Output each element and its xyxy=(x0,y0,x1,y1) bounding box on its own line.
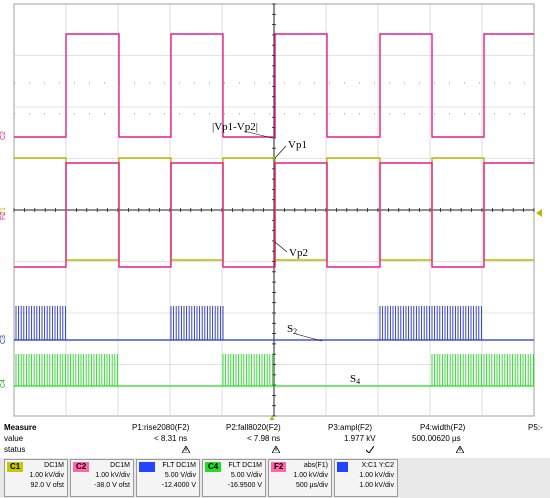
waveform-area: C2 C1 F2 C3 C4 |Vp1-Vp2| Vp1 Vp2 S2 S4 xyxy=(0,3,542,422)
p3-label[interactable]: P3:ampl(F2) xyxy=(328,423,373,432)
math-f2-scale: 1.00 kV/div xyxy=(293,472,328,479)
measure-value-label: value xyxy=(4,434,24,443)
channel-c4-tag: C4 xyxy=(205,462,222,472)
channel-c1-descriptor[interactable]: C1 DC1M 1.00 kV/div 92.0 V ofst xyxy=(4,459,68,497)
channel-c2-offset: -38.0 V ofst xyxy=(94,482,130,489)
xy-descriptor[interactable]: X X:C1 Y:C2 1.00 kV/div 1.00 kV/div xyxy=(334,459,398,497)
math-f2-timebase: 500 µs/div xyxy=(295,482,328,489)
marker-c3: C3 xyxy=(0,335,7,344)
p1-label[interactable]: P1:rise2080(F2) xyxy=(132,423,190,432)
trace-s2-burst xyxy=(379,306,482,340)
annotation-vp2: Vp2 xyxy=(289,247,308,259)
annotation-vp1: Vp1 xyxy=(288,139,307,151)
trace-s2-burst xyxy=(170,306,224,340)
p1-status-warning-icon xyxy=(182,446,190,453)
measure-status-row: status xyxy=(4,444,544,455)
annotation-leader-vp2 xyxy=(274,241,288,253)
channel-c3-tag: C3 xyxy=(139,462,156,472)
p3-status-check-icon xyxy=(366,446,374,453)
annotation-leader-vp1 xyxy=(274,145,287,159)
annotation-vp1-minus-vp2: |Vp1-Vp2| xyxy=(212,121,258,133)
channel-c1-coupling: DC1M xyxy=(44,462,64,469)
math-f2-function: abs(F1) xyxy=(303,462,328,469)
math-f2-descriptor[interactable]: F2 abs(F1) 1.00 kV/div 500 µs/div xyxy=(268,459,332,497)
annotation-s4: S4 xyxy=(350,373,360,386)
marker-c1: C1 xyxy=(0,207,7,216)
trigger-time-marker xyxy=(268,416,276,422)
xy-sources: X:C1 Y:C2 xyxy=(361,462,394,469)
p4-status-warning-icon xyxy=(456,446,464,453)
channel-c3-offset: -12.4000 V xyxy=(161,482,196,489)
channel-c3-scale: 5.00 V/div xyxy=(164,472,196,479)
xy-x-scale: 1.00 kV/div xyxy=(359,472,394,479)
p1-value: < 8.31 ns xyxy=(154,434,188,443)
channel-c4-offset: -16.9500 V xyxy=(227,482,262,489)
trace-vp2 xyxy=(14,162,534,268)
channel-c1-scale: 1.00 kV/div xyxy=(29,472,64,479)
measure-header-row: Measure P1:rise2080(F2) P2:fall8020(F2) … xyxy=(4,422,544,433)
annotation-s2: S2 xyxy=(287,323,297,336)
annotation-leader-diff xyxy=(243,130,273,139)
trace-s4-burst xyxy=(431,354,534,386)
measure-panel: Measure P1:rise2080(F2) P2:fall8020(F2) … xyxy=(0,422,550,458)
grid xyxy=(13,3,535,417)
p5-label[interactable]: P5:- xyxy=(528,423,543,432)
channel-c4-coupling: FLT DC1M xyxy=(228,462,262,469)
channel-c2-descriptor[interactable]: C2 DC1M 1.00 kV/div -38.0 V ofst xyxy=(70,459,134,497)
p4-value: 500.00620 µs xyxy=(412,434,461,443)
marker-f2: F2 xyxy=(0,212,7,220)
trigger-level-marker xyxy=(536,209,542,217)
scope-display: C2 C1 F2 C3 C4 |Vp1-Vp2| Vp1 Vp2 S2 S4 xyxy=(0,3,542,422)
channel-c4-scale: 5.00 V/div xyxy=(230,472,262,479)
channel-c4-descriptor[interactable]: C4 FLT DC1M 5.00 V/div -16.9500 V xyxy=(202,459,266,497)
measure-title: Measure xyxy=(4,423,37,432)
p2-label[interactable]: P2:fall8020(F2) xyxy=(226,423,281,432)
annotation-leader-s2 xyxy=(295,333,323,342)
channel-c1-tag: C1 xyxy=(7,462,24,472)
p4-label[interactable]: P4:width(F2) xyxy=(420,423,466,432)
channel-c1-offset: 92.0 V ofst xyxy=(30,482,64,489)
xy-tag: X xyxy=(337,462,349,472)
channel-c2-scale: 1.00 kV/div xyxy=(95,472,130,479)
p2-status-warning-icon xyxy=(272,446,280,453)
channel-c3-coupling: FLT DC1M xyxy=(162,462,196,469)
p2-value: < 7.98 ns xyxy=(247,434,281,443)
measure-value-row: value < 8.31 ns < 7.98 ns 1.977 kV 500.0… xyxy=(4,433,544,444)
traces xyxy=(14,33,534,387)
trace-s4-burst xyxy=(15,354,118,386)
trace-s4-burst xyxy=(222,354,273,386)
trace-abs-diff xyxy=(14,33,534,138)
channel-c3-descriptor[interactable]: C3 FLT DC1M 5.00 V/div -12.4000 V xyxy=(136,459,200,497)
measure-status-label: status xyxy=(4,445,26,454)
marker-c4: C4 xyxy=(0,379,7,388)
channel-descriptor-bar: C1 DC1M 1.00 kV/div 92.0 V ofst C2 DC1M … xyxy=(0,458,550,498)
trace-s2-burst xyxy=(15,306,66,340)
p3-value: 1.977 kV xyxy=(344,434,376,443)
math-f2-tag: F2 xyxy=(271,462,287,472)
channel-c2-tag: C2 xyxy=(73,462,90,472)
xy-y-scale: 1.00 kV/div xyxy=(359,482,394,489)
marker-c2: C2 xyxy=(0,131,7,140)
channel-c2-coupling: DC1M xyxy=(110,462,130,469)
